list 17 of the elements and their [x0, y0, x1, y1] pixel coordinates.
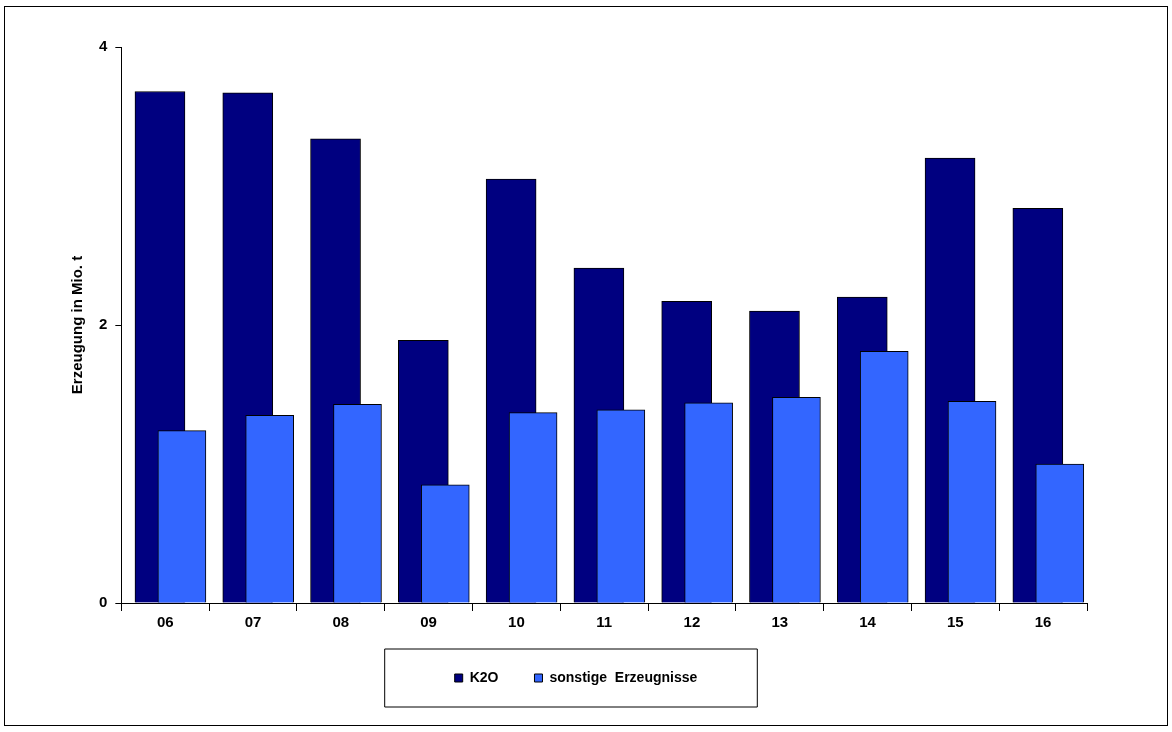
x-tick-label: 10 — [508, 613, 525, 631]
x-tick-label: 16 — [1034, 613, 1052, 631]
legend-label: sonstige Erzeugnisse — [549, 668, 698, 685]
x-tick-label: 09 — [420, 613, 437, 631]
x-tick-label: 08 — [332, 613, 350, 631]
y-axis-title: Erzeugung in Mio. t — [68, 255, 86, 395]
y-tick-label: 2 — [99, 315, 108, 333]
x-tick-label: 12 — [683, 613, 701, 631]
x-tick-label: 11 — [596, 613, 613, 631]
x-tick-label: 13 — [771, 613, 789, 631]
x-tick-label: 14 — [859, 613, 877, 631]
y-tick-label: 0 — [99, 593, 108, 611]
x-tick-label: 15 — [946, 613, 964, 631]
x-tick-label: 07 — [244, 613, 262, 631]
x-tick-label: 06 — [156, 613, 174, 631]
legend-label: K2O — [469, 668, 499, 685]
y-tick-label: 4 — [99, 37, 108, 55]
